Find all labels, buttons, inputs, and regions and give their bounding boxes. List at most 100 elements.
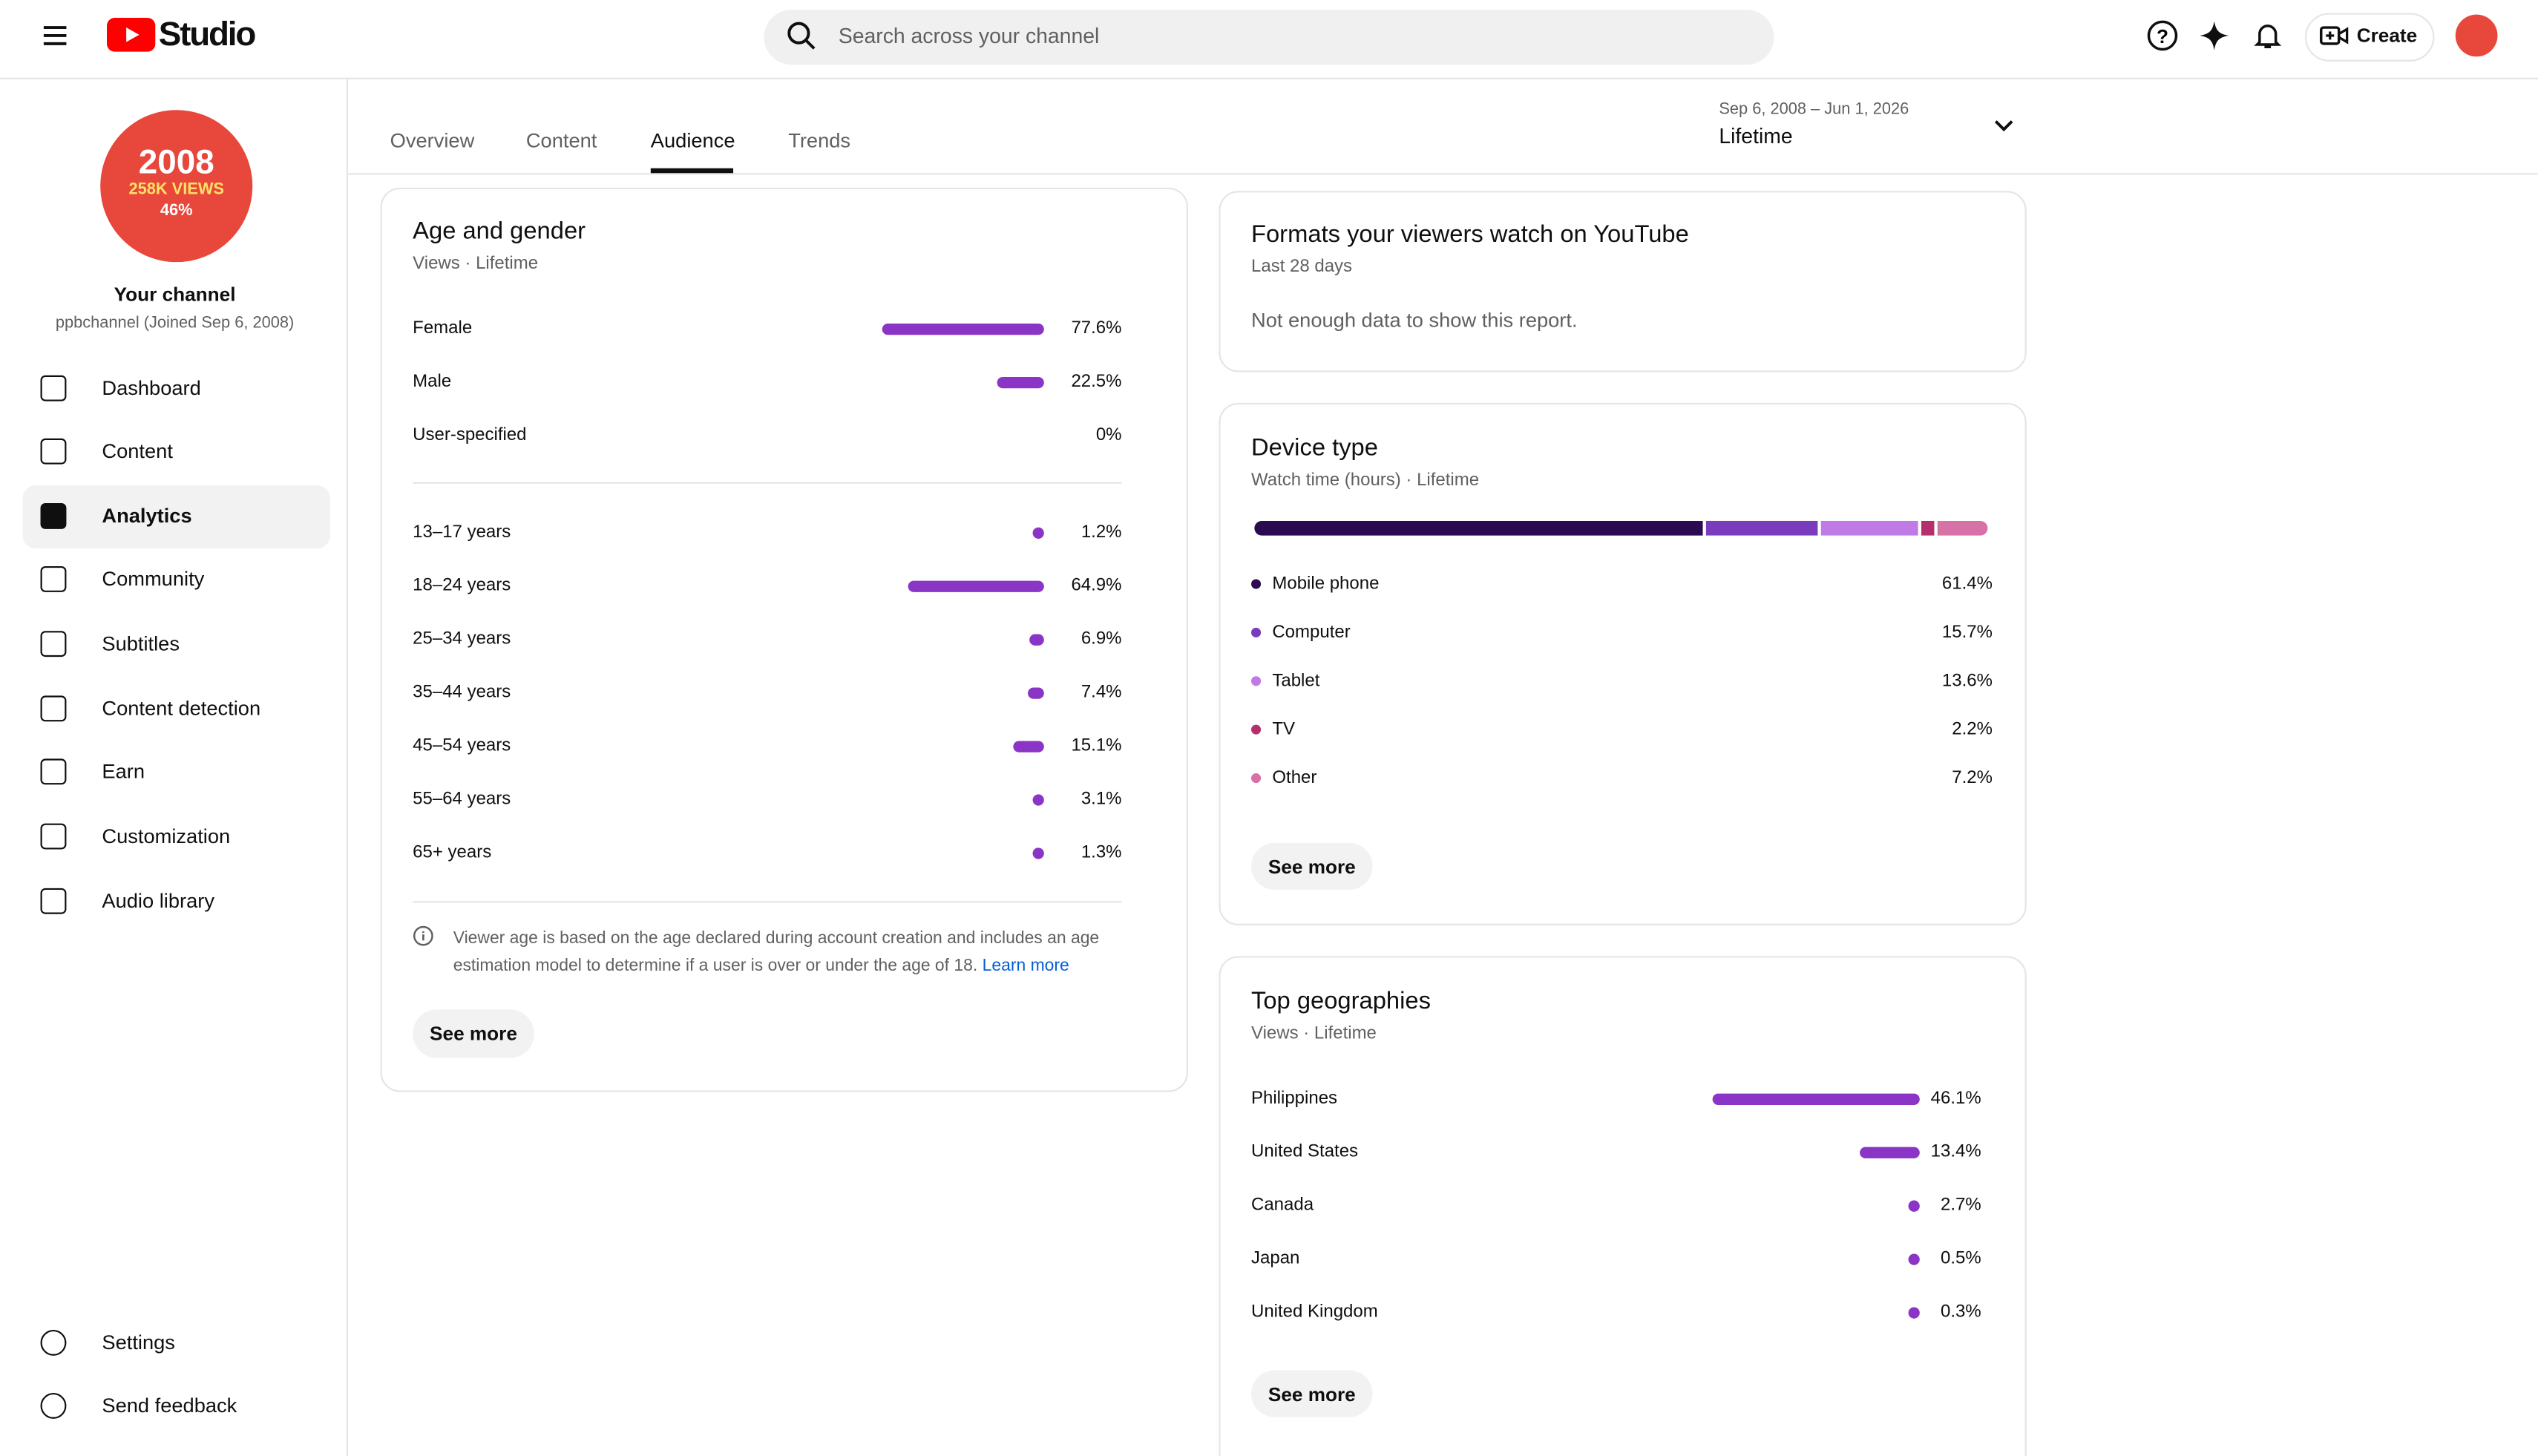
- card-subtitle: Views · Lifetime: [1251, 1023, 1377, 1044]
- row-value: 1.3%: [1081, 842, 1122, 862]
- bar: [882, 322, 1044, 335]
- card-subtitle: Last 28 days: [1251, 257, 1353, 277]
- card-title: Device type: [1251, 434, 1378, 462]
- row-value: 6.9%: [1081, 629, 1122, 649]
- row-value: 1.2%: [1081, 522, 1122, 542]
- row-value: 3.1%: [1081, 789, 1122, 809]
- nav-item[interactable]: Content detection: [102, 697, 261, 721]
- legend-label: Mobile phone: [1272, 574, 1380, 594]
- row-value: 0.3%: [1940, 1302, 1981, 1322]
- divider: [413, 901, 1122, 903]
- nav-icon: [40, 1392, 67, 1419]
- sidebar: [0, 79, 348, 1456]
- see-more-button[interactable]: See more: [1251, 1370, 1373, 1417]
- card-title: Age and gender: [413, 217, 586, 246]
- nav-icon: [40, 695, 67, 722]
- bar: [1029, 633, 1044, 645]
- nav-active-bg: [22, 485, 330, 549]
- svg-text:?: ?: [2157, 25, 2168, 47]
- menu-button[interactable]: [39, 19, 71, 52]
- see-more-button[interactable]: See more: [1251, 842, 1373, 890]
- row-label: Male: [413, 372, 452, 392]
- row-value: 0%: [1095, 425, 1122, 445]
- row-label: 25–34 years: [413, 629, 511, 649]
- legend-dot: [1251, 627, 1262, 637]
- formats-card: [1219, 191, 2027, 373]
- date-dropdown[interactable]: [1987, 110, 2020, 142]
- row-label: 45–54 years: [413, 735, 511, 756]
- device-segment: [1254, 520, 1703, 536]
- row-label: 13–17 years: [413, 522, 511, 542]
- bar: [1908, 1306, 1920, 1318]
- nav-item[interactable]: Send feedback: [102, 1394, 237, 1417]
- row-value: 2.7%: [1940, 1196, 1981, 1216]
- legend-value: 2.2%: [1952, 720, 1993, 740]
- nav-icon: [40, 502, 67, 529]
- row-value: 64.9%: [1071, 576, 1122, 596]
- card-title: Top geographies: [1251, 987, 1431, 1015]
- age-gender-card: [380, 187, 1188, 1092]
- top-bar: [0, 0, 2538, 79]
- tab[interactable]: Audience: [650, 129, 735, 152]
- nav-item[interactable]: Settings: [102, 1331, 175, 1354]
- card-title: Formats your viewers watch on YouTube: [1251, 220, 1689, 249]
- nav-item[interactable]: Analytics: [102, 505, 192, 528]
- nav-item[interactable]: Community: [102, 568, 205, 591]
- legend-dot: [1251, 724, 1262, 735]
- tab[interactable]: Content: [525, 129, 597, 152]
- see-more-button[interactable]: See more: [413, 1009, 534, 1058]
- sparkle-button[interactable]: [2198, 19, 2231, 52]
- row-label: 35–44 years: [413, 682, 511, 703]
- date-label[interactable]: Lifetime: [1719, 123, 1793, 148]
- help-button[interactable]: ?: [2146, 19, 2179, 52]
- nav-icon: [40, 566, 67, 592]
- logo-text[interactable]: Studio: [158, 16, 257, 53]
- nav-item[interactable]: Audio library: [102, 890, 214, 913]
- bar: [1028, 686, 1044, 698]
- channel-avatar[interactable]: 2008 258K VIEWS 46%: [100, 110, 253, 263]
- channel-handle: ppbchannel (Joined Sep 6, 2008): [55, 315, 295, 332]
- row-label: Female: [413, 318, 473, 338]
- legend-value: 15.7%: [1941, 623, 1993, 643]
- row-value: 15.1%: [1071, 735, 1122, 756]
- device-segment: [1706, 520, 1819, 536]
- nav-icon: [40, 823, 67, 850]
- device-segment: [1938, 520, 1988, 536]
- row-label: Canada: [1251, 1196, 1314, 1216]
- tab[interactable]: Trends: [788, 129, 851, 152]
- logo-icon[interactable]: [106, 17, 156, 52]
- no-data-message: Not enough data to show this report.: [1251, 309, 1578, 332]
- device-segment: [1821, 520, 1919, 536]
- row-value: 46.1%: [1930, 1089, 1981, 1109]
- row-label: United Kingdom: [1251, 1302, 1378, 1322]
- search-icon: [787, 22, 816, 50]
- create-button[interactable]: [2304, 13, 2435, 62]
- nav-item[interactable]: Earn: [102, 760, 145, 784]
- avatar-year: 2008: [138, 144, 214, 182]
- channel-name: Your channel: [114, 283, 236, 306]
- learn-more-link[interactable]: Learn more: [982, 955, 1069, 975]
- create-label[interactable]: Create: [2356, 24, 2418, 47]
- account-avatar[interactable]: [2455, 14, 2498, 57]
- bar: [1859, 1146, 1920, 1158]
- info-icon: [413, 925, 433, 946]
- nav-item[interactable]: Dashboard: [102, 376, 201, 400]
- nav-item[interactable]: Content: [102, 439, 173, 463]
- legend-dot: [1251, 676, 1262, 686]
- tab[interactable]: Overview: [390, 129, 475, 152]
- nav-item[interactable]: Subtitles: [102, 632, 180, 655]
- nav-item[interactable]: Customization: [102, 824, 231, 848]
- age-note: Viewer age is based on the age declared …: [453, 925, 1117, 979]
- bar: [997, 376, 1044, 388]
- notifications-button[interactable]: [2252, 19, 2284, 52]
- create-icon: [2319, 26, 2349, 45]
- avatar-pct: 46%: [160, 202, 193, 220]
- bar: [1908, 1253, 1920, 1265]
- nav-icon: [40, 631, 67, 658]
- nav-icon: [40, 438, 67, 465]
- row-label: 18–24 years: [413, 576, 511, 596]
- date-range[interactable]: Sep 6, 2008 – Jun 1, 2026: [1719, 101, 1909, 119]
- search-box[interactable]: [764, 10, 1774, 65]
- row-label: User-specified: [413, 425, 527, 445]
